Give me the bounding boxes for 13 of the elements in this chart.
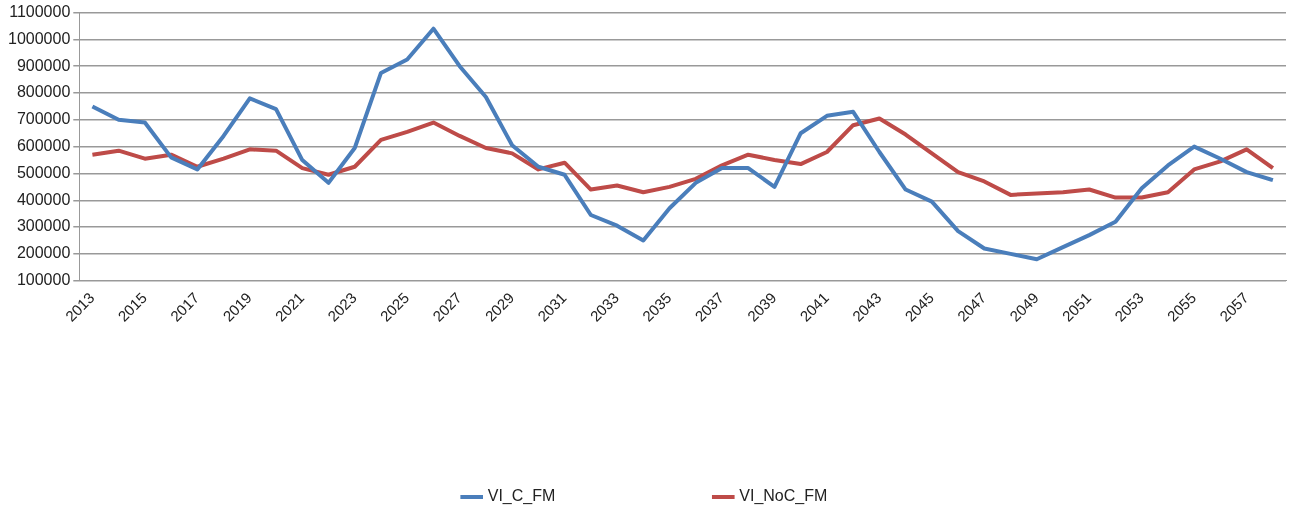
y-tick-label: 300000	[16, 217, 71, 235]
y-tick-label: 1100000	[9, 3, 71, 21]
y-tick-label: 700000	[16, 110, 71, 128]
legend-label: VI_NoC_FM	[739, 487, 828, 506]
y-tick-label: 800000	[16, 83, 71, 101]
y-tick-label: 500000	[16, 163, 71, 181]
y-tick-label: 1000000	[7, 29, 71, 47]
y-tick-label: 100000	[16, 271, 71, 289]
y-tick-label: 200000	[16, 244, 71, 262]
y-tick-label: 600000	[16, 137, 71, 155]
y-tick-label: 900000	[16, 56, 71, 74]
y-tick-label: 400000	[16, 190, 71, 208]
legend-label: VI_C_FM	[487, 487, 556, 506]
